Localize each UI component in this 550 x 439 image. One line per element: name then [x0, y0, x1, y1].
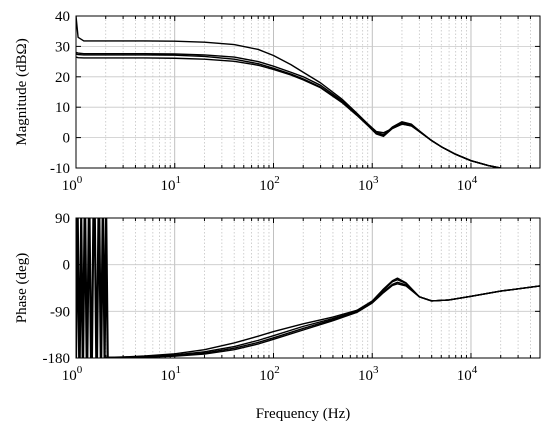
y-tick-label: -90	[50, 304, 70, 320]
series-line-4	[76, 56, 501, 168]
axes-frame	[75, 217, 541, 359]
x-tick-label: 102	[259, 174, 280, 194]
x-tick-label: 101	[160, 364, 181, 384]
x-tick-label: 103	[358, 174, 379, 194]
x-tick-label: 102	[259, 364, 280, 384]
phase-noise-band	[76, 218, 109, 358]
y-tick-label: 30	[55, 39, 70, 55]
x-tick-label: 104	[457, 174, 478, 194]
phase-panel: -180 -90 0 90 100 101 102 103 104 Phase (deg) Freq…	[14, 211, 541, 422]
axes-frame	[75, 15, 541, 169]
y-axis-label: Phase (deg)	[14, 253, 30, 323]
plot-area	[76, 16, 540, 168]
y-tick-label: 0	[63, 258, 71, 274]
series-line-4	[105, 283, 540, 358]
y-axis-label: Magnitude (dBΩ)	[14, 38, 30, 145]
y-tick-label: -180	[43, 351, 71, 367]
x-axis-label: Frequency (Hz)	[256, 406, 351, 422]
x-tick-label: 100	[62, 364, 83, 384]
noise-trace	[76, 218, 109, 358]
x-tick-label: 101	[160, 174, 181, 194]
y-tick-label: -10	[50, 161, 70, 177]
y-tick-label: 10	[55, 100, 70, 116]
y-tick-label: 20	[55, 70, 70, 86]
x-tick-label: 104	[457, 364, 478, 384]
series-group	[105, 277, 540, 358]
y-tick-label: 0	[63, 131, 71, 147]
x-tick-label: 103	[358, 364, 379, 384]
x-tick-label: 100	[62, 174, 83, 194]
y-tick-label: 90	[55, 211, 70, 227]
series-group	[76, 16, 501, 168]
y-tick-label: 40	[55, 9, 70, 25]
magnitude-panel: -10 0 10 20 30 40 100 101 102 103 104 Magnitude (dB…	[14, 9, 541, 194]
plot-area	[76, 218, 540, 358]
